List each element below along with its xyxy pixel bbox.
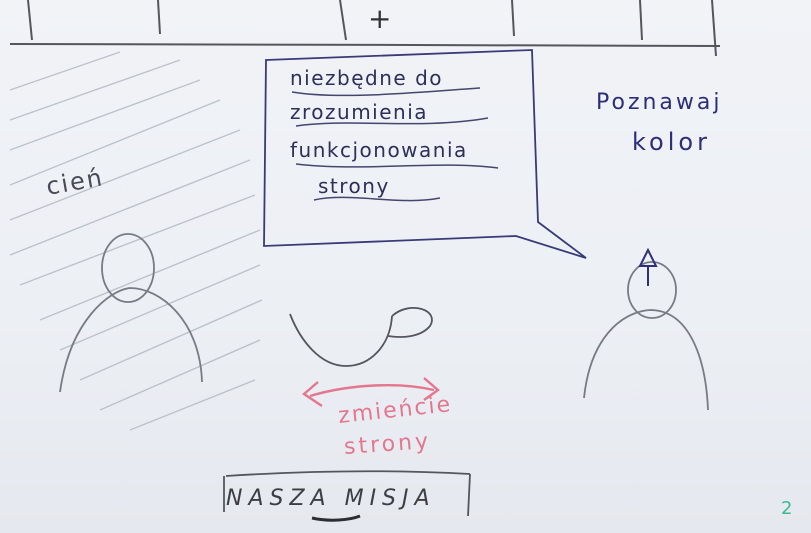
cup-sketch [289, 307, 433, 367]
bubble-line-3: funkcjonowania [290, 138, 468, 162]
bubble-line-2: zrozumienia [290, 100, 429, 124]
right-person-figure [583, 261, 709, 411]
swipe-arrow [302, 377, 440, 407]
bubble-line-1: niezbędne do [290, 66, 443, 90]
mission-button-outline [223, 470, 471, 522]
right-label-line1: Poznawaj [596, 90, 723, 115]
mission-button[interactable]: NASZA MISJA [226, 486, 436, 511]
up-arrow-icon [638, 247, 658, 286]
left-person-figure [59, 233, 203, 393]
shadow-hatching [9, 51, 263, 431]
right-label-line2: kolor [632, 128, 711, 156]
bubble-underlines [291, 87, 499, 202]
top-nav-bar [9, 0, 721, 57]
bubble-line-4: strony [318, 174, 390, 198]
page-number: 2 [781, 498, 793, 519]
speech-bubble [263, 49, 587, 259]
header-plus: + [368, 2, 394, 35]
